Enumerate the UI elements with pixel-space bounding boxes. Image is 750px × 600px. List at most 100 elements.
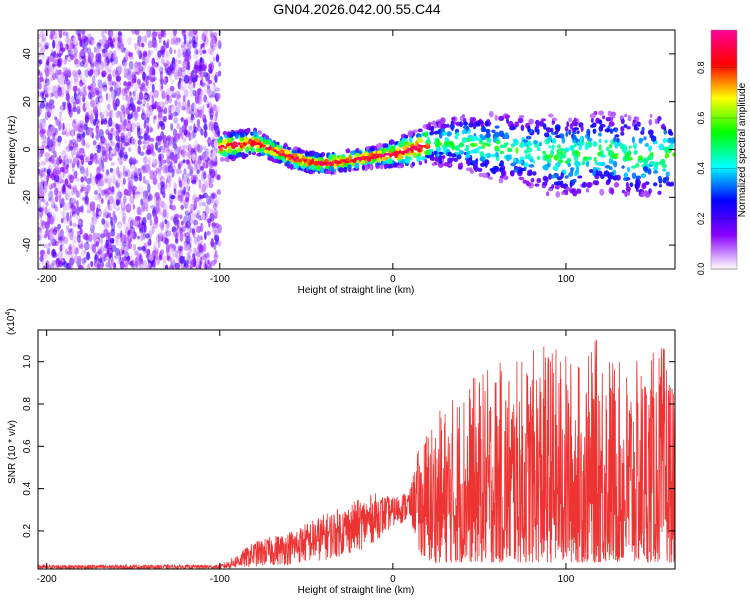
heatmap-cell xyxy=(119,36,123,47)
heatmap-cell xyxy=(573,142,578,148)
heatmap-cell xyxy=(44,76,48,83)
heatmap-cell xyxy=(270,147,275,151)
heatmap-cell xyxy=(598,110,605,116)
heatmap-cell xyxy=(82,257,86,266)
heatmap-cell xyxy=(569,146,574,151)
heatmap-cell xyxy=(141,35,145,43)
heatmap-cell xyxy=(129,91,132,96)
heatmap-cell xyxy=(166,66,172,76)
heatmap-cell xyxy=(38,106,42,116)
heatmap-cell xyxy=(107,204,113,212)
heatmap-cell xyxy=(182,255,186,262)
heatmap-cell xyxy=(164,211,169,219)
heatmap-cell xyxy=(157,163,161,170)
heatmap-cell xyxy=(81,258,85,265)
heatmap-cell xyxy=(94,255,99,262)
colorbar-ticks: 0.00.20.40.60.8 xyxy=(696,61,737,275)
heatmap-cell xyxy=(175,250,179,259)
heatmap-cell xyxy=(76,177,80,182)
heatmap-cell xyxy=(655,161,659,166)
heatmap-cell xyxy=(142,164,147,174)
heatmap-cell xyxy=(337,161,341,164)
heatmap-cell xyxy=(431,162,435,167)
heatmap-cell xyxy=(57,87,63,97)
heatmap-cell xyxy=(127,51,131,56)
heatmap-cell xyxy=(49,154,55,165)
heatmap-cell xyxy=(411,161,416,167)
heatmap-cell xyxy=(600,161,606,167)
heatmap-cell xyxy=(206,205,210,214)
heatmap-cell xyxy=(166,136,171,145)
heatmap-cell xyxy=(84,241,90,251)
colorbar-frame xyxy=(710,29,738,270)
heatmap-cell xyxy=(39,255,44,262)
heatmap-cell xyxy=(276,151,280,154)
heatmap-cell xyxy=(142,62,147,70)
heatmap-cell xyxy=(609,171,615,176)
heatmap-cell xyxy=(126,202,132,210)
heatmap-cell xyxy=(196,143,201,152)
heatmap-cell xyxy=(196,143,200,149)
heatmap-cell xyxy=(180,70,186,78)
heatmap-cell xyxy=(132,66,138,72)
heatmap-cell xyxy=(209,30,213,39)
heatmap-cell xyxy=(297,148,301,154)
heatmap-cell xyxy=(45,229,49,239)
heatmap-cell xyxy=(91,101,96,109)
heatmap-cell xyxy=(356,156,361,160)
heatmap-cell xyxy=(81,248,85,257)
heatmap-cell xyxy=(157,239,161,249)
heatmap-cell xyxy=(141,42,145,48)
heatmap-cell xyxy=(205,179,210,188)
heatmap-cell xyxy=(189,165,194,175)
heatmap-cell xyxy=(586,161,589,168)
heatmap-cell xyxy=(254,142,258,146)
heatmap-cell xyxy=(614,128,618,133)
heatmap-cell xyxy=(157,65,163,73)
heatmap-cell xyxy=(658,161,663,165)
heatmap-cell xyxy=(564,191,569,196)
heatmap-cell xyxy=(128,183,135,193)
heatmap-cell xyxy=(148,253,154,261)
heatmap-cell xyxy=(638,139,643,144)
x-tick-label: -200 xyxy=(37,274,57,285)
heatmap-cell xyxy=(109,110,112,119)
heatmap-cell xyxy=(169,85,175,92)
heatmap-cell xyxy=(76,123,81,133)
heatmap-cell xyxy=(648,145,652,152)
heatmap-cell xyxy=(93,46,97,53)
heatmap-cell xyxy=(46,168,51,175)
heatmap-cell xyxy=(544,132,550,138)
heatmap-cell xyxy=(433,150,437,156)
heatmap-cell xyxy=(38,221,42,229)
heatmap-cell xyxy=(350,150,356,156)
heatmap-cell xyxy=(140,211,144,217)
heatmap-cell xyxy=(74,146,80,152)
heatmap-cell xyxy=(236,147,242,153)
heatmap-cell xyxy=(81,95,85,101)
heatmap-cell xyxy=(585,188,590,193)
heatmap-cell xyxy=(76,135,82,143)
heatmap-cell xyxy=(51,144,55,154)
heatmap-cell xyxy=(255,144,261,149)
heatmap-cell xyxy=(205,72,211,82)
heatmap-cell xyxy=(130,122,135,133)
heatmap-cell xyxy=(116,127,120,137)
heatmap-cell xyxy=(613,182,620,188)
heatmap-cell xyxy=(182,150,186,159)
heatmap-cell xyxy=(301,158,305,161)
heatmap-cell xyxy=(191,153,196,162)
heatmap-cell xyxy=(76,234,82,243)
heatmap-cell xyxy=(517,117,524,124)
heatmap-cell xyxy=(156,135,161,141)
heatmap-cell xyxy=(200,43,203,49)
heatmap-cell xyxy=(78,120,85,128)
heatmap-cell xyxy=(499,144,505,149)
heatmap-cell xyxy=(131,231,137,240)
heatmap-cell xyxy=(123,68,127,74)
heatmap-cell xyxy=(592,171,596,177)
heatmap-cell xyxy=(197,144,203,154)
heatmap-cell xyxy=(609,128,614,134)
heatmap-cell xyxy=(179,180,183,188)
heatmap-cell xyxy=(432,120,436,126)
